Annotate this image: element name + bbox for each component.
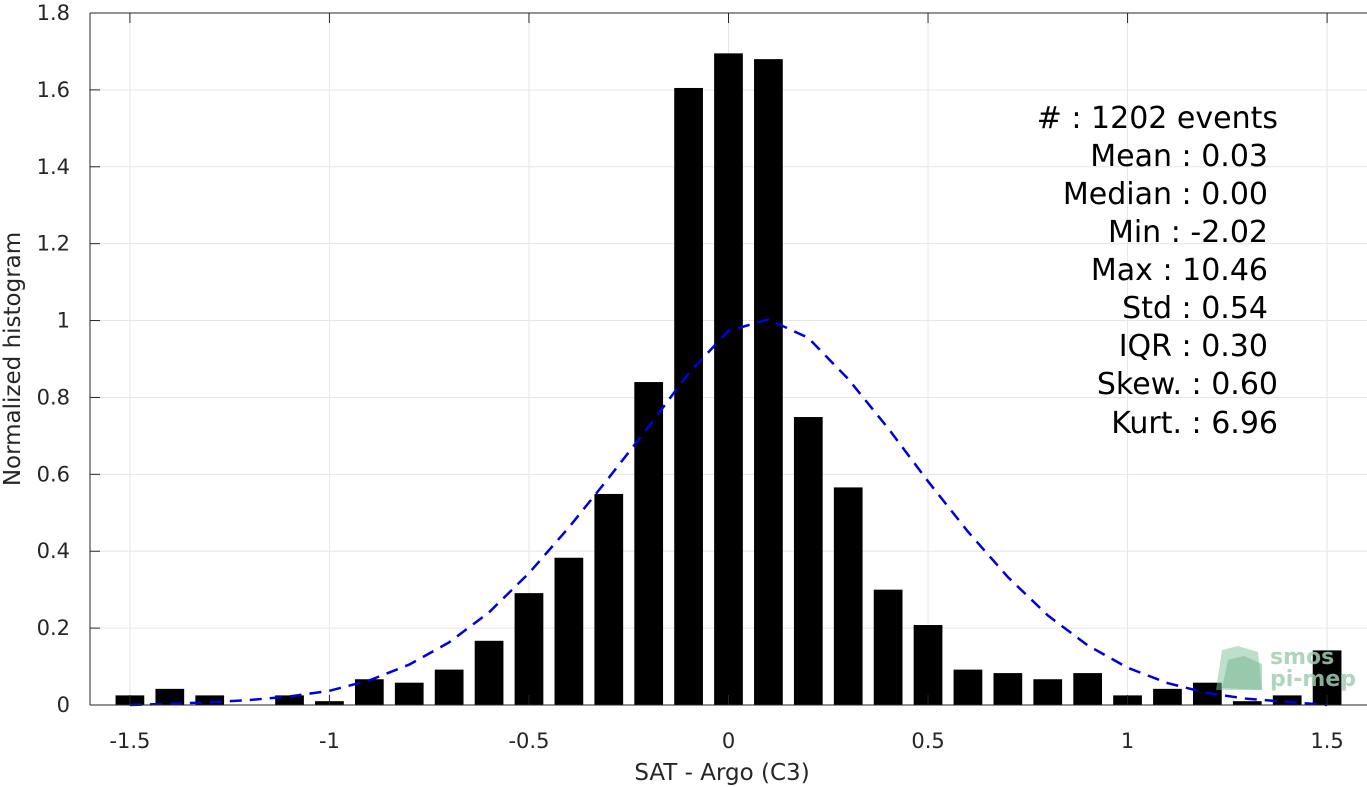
- y-tick-label: 1.8: [37, 1, 70, 25]
- normal-fit-curve: [129, 318, 1328, 707]
- x-tick-label: 1: [1121, 729, 1134, 753]
- histogram-bar: [275, 695, 304, 705]
- histogram-bar: [195, 695, 225, 705]
- stat-skew: Skew. : 0.60: [1097, 367, 1278, 402]
- tick-labels: -1.5 -1 -0.5 0 0.5 1 1.5 0 0.2 0.4 0.6 0.8 1 1.2 1.4 1.…: [37, 1, 1344, 753]
- histogram-bar: [434, 669, 464, 705]
- y-axis-label: Normalized histogram: [0, 232, 26, 486]
- histogram-bar: [793, 417, 823, 705]
- stat-median: Median : 0.00: [1063, 177, 1268, 212]
- x-tick-label: -1.5: [109, 729, 150, 753]
- statistics-annotation: # : 1202 events Mean : 0.03 Median : 0.0…: [1037, 101, 1278, 441]
- y-tick-label: 0.4: [37, 539, 70, 563]
- y-tick-label: 1: [57, 309, 70, 333]
- histogram-bar: [674, 87, 703, 705]
- histogram-bar: [554, 557, 584, 705]
- y-tick-label: 1.2: [37, 232, 70, 256]
- logo-text-pimep: pi-mep: [1270, 667, 1356, 692]
- histogram-bar: [594, 493, 624, 705]
- x-tick-label: 0: [722, 729, 735, 753]
- histogram-bar: [634, 382, 664, 705]
- logo-text-smos: smos: [1270, 645, 1334, 670]
- histogram-bar: [1153, 688, 1182, 705]
- histogram-bar: [714, 53, 743, 706]
- histogram-bar: [1272, 695, 1302, 705]
- histogram-bar: [873, 589, 903, 705]
- y-tick-label: 0.2: [37, 616, 70, 640]
- histogram-bar: [953, 669, 983, 705]
- normal-fit-line: [129, 318, 1328, 707]
- stat-events: # : 1202 events: [1037, 101, 1278, 136]
- histogram-bar: [474, 640, 504, 705]
- stat-kurt: Kurt. : 6.96: [1111, 406, 1278, 441]
- logo-wave-inner-icon: [1222, 656, 1262, 690]
- stat-mean: Mean : 0.03: [1090, 139, 1268, 174]
- histogram-bar: [833, 487, 863, 705]
- histogram-bar: [394, 682, 424, 705]
- x-tick-label: 1.5: [1310, 729, 1343, 753]
- stat-std: Std : 0.54: [1122, 291, 1268, 326]
- histogram-bar: [514, 593, 544, 705]
- y-tick-label: 0: [57, 693, 70, 717]
- logo-wave-icon: [1216, 646, 1262, 690]
- histogram-bar: [993, 673, 1023, 705]
- x-axis-label: SAT - Argo (C3): [634, 760, 809, 786]
- histogram-bar: [1073, 673, 1103, 705]
- y-tick-label: 0.6: [37, 462, 70, 486]
- y-tick-label: 1.4: [37, 155, 70, 179]
- histogram-bar: [754, 59, 783, 705]
- x-tick-label: -1: [319, 729, 340, 753]
- axes: [89, 12, 1367, 706]
- histogram-bar: [1232, 701, 1262, 705]
- stat-max: Max : 10.46: [1091, 253, 1268, 288]
- x-tick-label: -0.5: [508, 729, 549, 753]
- x-tick-label: 0.5: [911, 729, 944, 753]
- histogram-bar: [1033, 679, 1063, 705]
- histogram-bar: [155, 688, 185, 705]
- histogram-bar: [913, 625, 943, 705]
- smos-pi-mep-logo: smos pi-mep: [1216, 645, 1356, 692]
- y-tick-label: 1.6: [37, 78, 70, 102]
- stat-iqr: IQR : 0.30: [1119, 329, 1268, 364]
- stat-min: Min : -2.02: [1108, 215, 1268, 250]
- y-tick-label: 0.8: [37, 385, 70, 409]
